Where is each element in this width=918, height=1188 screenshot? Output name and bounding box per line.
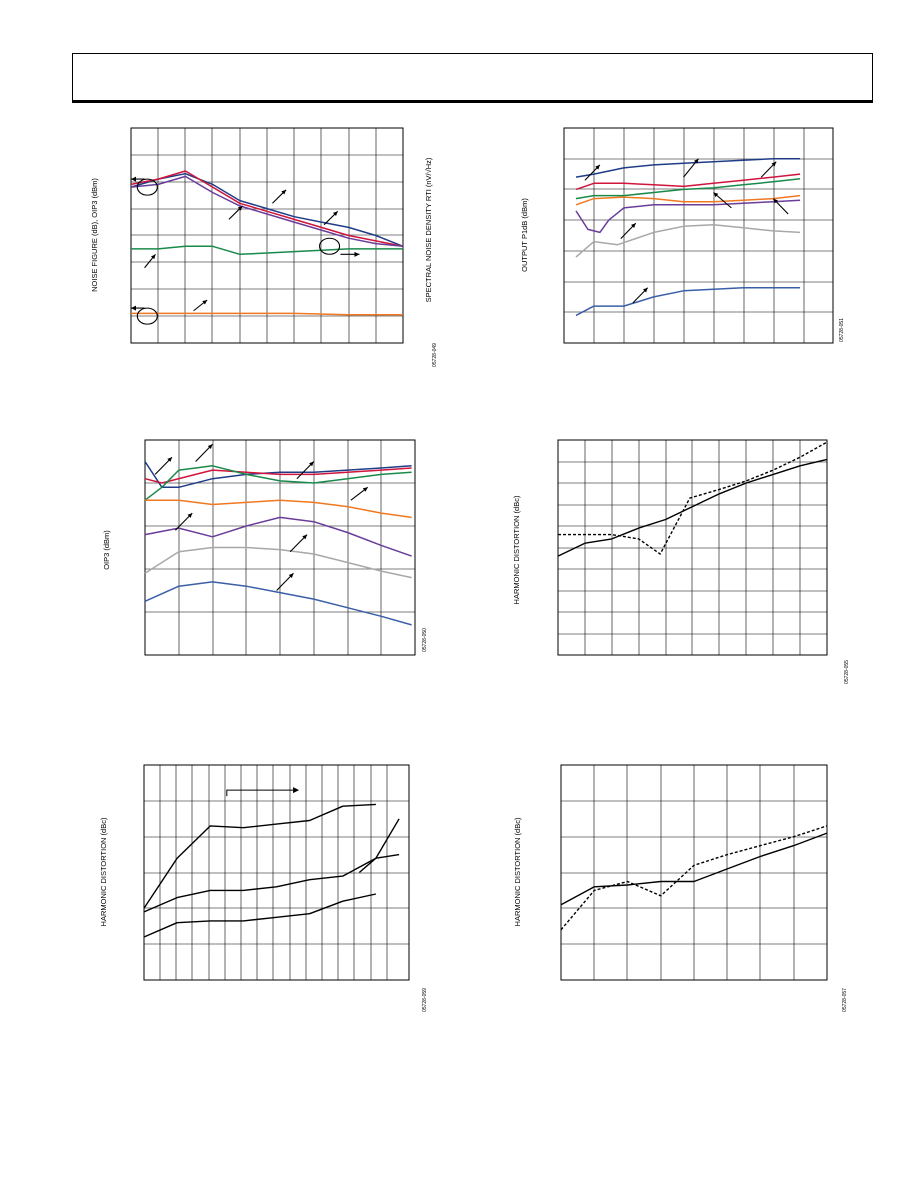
chart-3-series-line-7 <box>144 581 412 626</box>
chart-3-series-line-3 <box>144 465 412 501</box>
chart-5-series-line-4 <box>358 818 400 874</box>
chart-3-arrowhead-5 <box>187 513 193 518</box>
chart-5-series-line-3 <box>143 803 376 909</box>
chart-5-series-line-2 <box>143 893 377 938</box>
chart-1-series <box>130 170 404 316</box>
chart-4-figure-code: 05728-055 <box>844 660 850 684</box>
chart-noise-figure: NOISE FIGURE (dB), OIP3 (dBm) SPECTRAL N… <box>90 127 438 367</box>
chart-output-p1db: OUTPUT P1dB (dBm) 05728-051 <box>520 127 845 344</box>
chart-3-series-line-5 <box>144 516 412 557</box>
chart-2-arrowhead-2 <box>693 158 699 164</box>
chart-2-frame <box>563 127 834 344</box>
chart-6-ylabel: HARMONIC DISTORTION (dBc) <box>513 817 522 926</box>
chart-harmonic-distortion-3: HARMONIC DISTORTION (dBc) 05728-057 <box>513 764 848 1012</box>
chart-2-arrowhead-1 <box>595 164 600 170</box>
page-header-box <box>72 53 873 103</box>
chart-4-series-line-2 <box>558 441 828 555</box>
chart-4-grid <box>558 440 827 655</box>
chart-harmonic-distortion-1: HARMONIC DISTORTION (dBc) 05728-055 <box>512 439 850 684</box>
chart-1-axis-arrowhead-3 <box>354 251 360 257</box>
chart-1-series-line-4 <box>131 245 403 256</box>
chart-3-arrowhead-2 <box>207 444 213 450</box>
chart-2-series-line-3 <box>575 177 801 200</box>
chart-harmonic-distortion-2: HARMONIC DISTORTION (dBc) 05728-059 <box>99 764 428 1012</box>
chart-1-arrowhead-3 <box>281 189 287 195</box>
chart-2-series-line-4 <box>575 194 801 206</box>
chart-1-grid <box>131 128 403 343</box>
chart-2-grid <box>564 128 833 343</box>
chart-1-arrowhead-4 <box>332 211 338 217</box>
chart-2-series <box>575 157 801 317</box>
chart-5-frame <box>143 764 410 981</box>
chart-3-arrowhead-1 <box>167 457 172 462</box>
chart-6-series-line-1 <box>560 832 828 906</box>
chart-5-series <box>143 803 400 938</box>
chart-3-series-line-2 <box>144 467 412 484</box>
chart-3-arrowhead-4 <box>362 487 368 492</box>
chart-3-arrowhead-3 <box>309 461 314 467</box>
chart-6-figure-code: 05728-057 <box>842 988 848 1012</box>
chart-2-series-line-1 <box>575 157 801 178</box>
chart-2-figure-code: 05728-051 <box>839 318 845 342</box>
chart-1-arrowhead-1 <box>150 254 156 260</box>
chart-4-series-line-1 <box>557 458 828 557</box>
chart-5-ylabel: HARMONIC DISTORTION (dBc) <box>99 817 108 926</box>
chart-2-arrowhead-5 <box>642 287 648 293</box>
chart-2-series-line-6 <box>575 224 801 258</box>
chart-2-ylabel: OUTPUT P1dB (dBm) <box>520 198 529 272</box>
chart-oip3: OIP3 (dBm) 05728-050 <box>102 439 428 656</box>
chart-1-arrowhead-5 <box>202 300 208 305</box>
chart-5-figure-code: 05728-059 <box>422 988 428 1012</box>
chart-3-annotations <box>154 443 369 591</box>
chart-1-circle-marker-2 <box>136 307 158 325</box>
chart-1-axis-arrowhead-2 <box>131 305 136 311</box>
chart-1-figure-code: 05728-049 <box>432 343 438 367</box>
chart-4-series <box>557 441 828 557</box>
chart-3-ylabel: OIP3 (dBm) <box>102 530 111 570</box>
chart-6-series <box>560 825 828 931</box>
chart-1-ylabel: NOISE FIGURE (dB), OIP3 (dBm) <box>90 178 99 292</box>
chart-1-annotations <box>131 176 360 325</box>
chart-5-series-line-1 <box>143 853 400 913</box>
chart-2-up-arrowhead-1 <box>713 192 719 198</box>
chart-3-series-line-6 <box>144 546 412 579</box>
chart-2-arrowhead-3 <box>771 161 777 167</box>
chart-3-figure-code: 05728-050 <box>422 628 428 652</box>
chart-2-series-line-2 <box>575 173 801 191</box>
chart-1-series-line-5 <box>131 312 403 316</box>
chart-2-up-arrowhead-2 <box>773 198 778 204</box>
chart-1-series-line-1 <box>130 172 404 247</box>
chart-2-series-line-7 <box>575 286 801 317</box>
chart-4-ylabel: HARMONIC DISTORTION (dBc) <box>512 495 521 604</box>
chart-2-annotations <box>584 158 789 304</box>
chart-1-circle-marker-3 <box>319 237 341 255</box>
chart-2-arrowhead-4 <box>631 223 636 228</box>
chart-3-series-line-4 <box>145 499 412 519</box>
chart-1-axis-arrowhead-1 <box>131 176 136 182</box>
chart-5-bracket-arrowhead <box>293 787 300 794</box>
chart-3-arrowhead-6 <box>302 534 307 540</box>
chart-2-series-line-5 <box>575 199 801 234</box>
chart-6-series-line-2 <box>560 825 828 931</box>
chart-5-bracket-arrow <box>226 789 294 797</box>
chart-6-grid <box>561 765 827 980</box>
chart-5-grid <box>144 765 409 980</box>
chart-1-series-line-3 <box>130 175 404 248</box>
chart-1-series-line-2 <box>130 170 404 248</box>
chart-5-annotations <box>226 787 300 797</box>
chart-3-grid <box>145 440 415 655</box>
chart-1-arrowhead-2 <box>237 205 243 211</box>
chart-1-ylabel-right: SPECTRAL NOISE DENSITY RTI (nV/√Hz) <box>424 157 433 302</box>
chart-4-frame <box>557 439 828 656</box>
chart-1-circle-marker-1 <box>136 178 158 196</box>
chart-3-series <box>144 461 412 626</box>
chart-3-arrowhead-7 <box>288 573 294 579</box>
